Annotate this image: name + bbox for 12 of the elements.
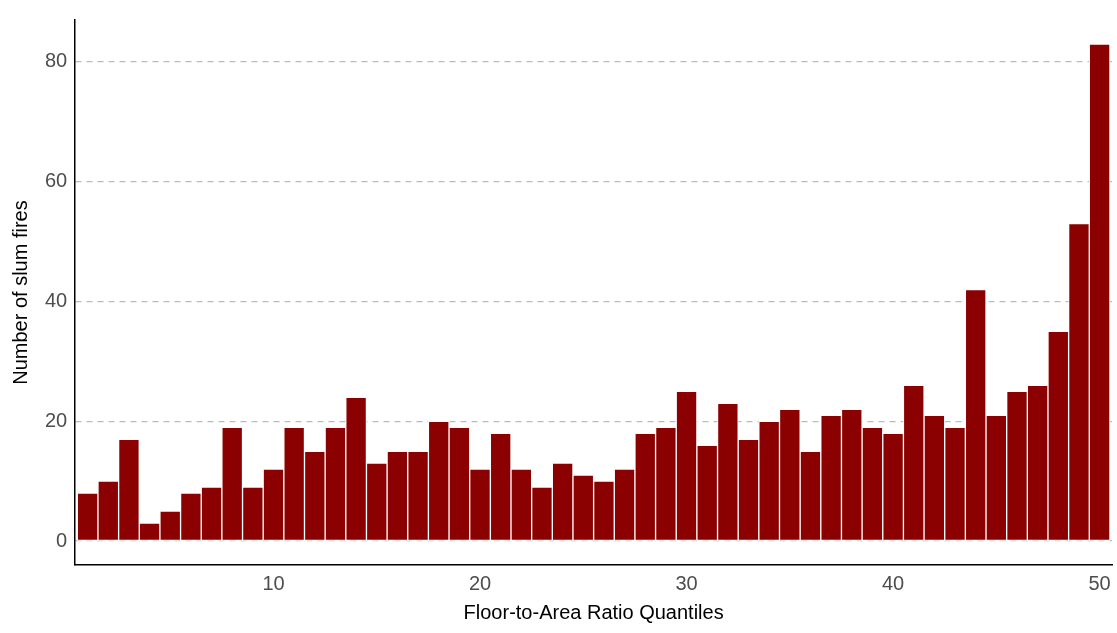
y-tick-label: 0: [56, 528, 68, 551]
y-tick-label: 80: [45, 49, 68, 72]
y-axis-title: Number of slum fires: [8, 200, 31, 385]
y-tick-label: 20: [45, 408, 68, 431]
x-tick-label: 20: [468, 571, 492, 594]
y-tick-label: 60: [45, 169, 68, 192]
x-tick-label: 50: [1088, 571, 1111, 594]
x-tick-label: 10: [262, 571, 285, 594]
x-tick-label: 30: [675, 571, 698, 594]
y-tick-label: 40: [45, 289, 68, 311]
x-tick-label: 40: [881, 571, 905, 594]
x-axis-title: Floor-to-Area Ratio Quantiles: [463, 600, 724, 623]
